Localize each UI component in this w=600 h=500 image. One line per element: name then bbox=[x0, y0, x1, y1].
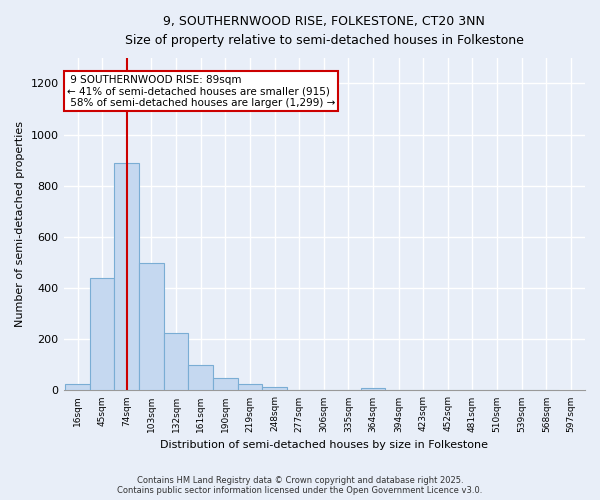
Bar bbox=[90, 278, 115, 390]
Text: 9 SOUTHERNWOOD RISE: 89sqm
← 41% of semi-detached houses are smaller (915)
 58% : 9 SOUTHERNWOOD RISE: 89sqm ← 41% of semi… bbox=[67, 74, 335, 108]
Bar bbox=[115, 163, 139, 390]
Title: 9, SOUTHERNWOOD RISE, FOLKESTONE, CT20 3NN
Size of property relative to semi-det: 9, SOUTHERNWOOD RISE, FOLKESTONE, CT20 3… bbox=[125, 15, 524, 47]
Bar bbox=[139, 262, 164, 390]
Bar bbox=[188, 365, 213, 390]
Bar bbox=[164, 333, 188, 390]
Bar bbox=[65, 384, 90, 390]
Text: Contains HM Land Registry data © Crown copyright and database right 2025.
Contai: Contains HM Land Registry data © Crown c… bbox=[118, 476, 482, 495]
Y-axis label: Number of semi-detached properties: Number of semi-detached properties bbox=[15, 121, 25, 327]
Bar bbox=[238, 384, 262, 390]
Bar bbox=[213, 378, 238, 390]
Bar bbox=[361, 388, 385, 390]
Bar bbox=[262, 386, 287, 390]
X-axis label: Distribution of semi-detached houses by size in Folkestone: Distribution of semi-detached houses by … bbox=[160, 440, 488, 450]
